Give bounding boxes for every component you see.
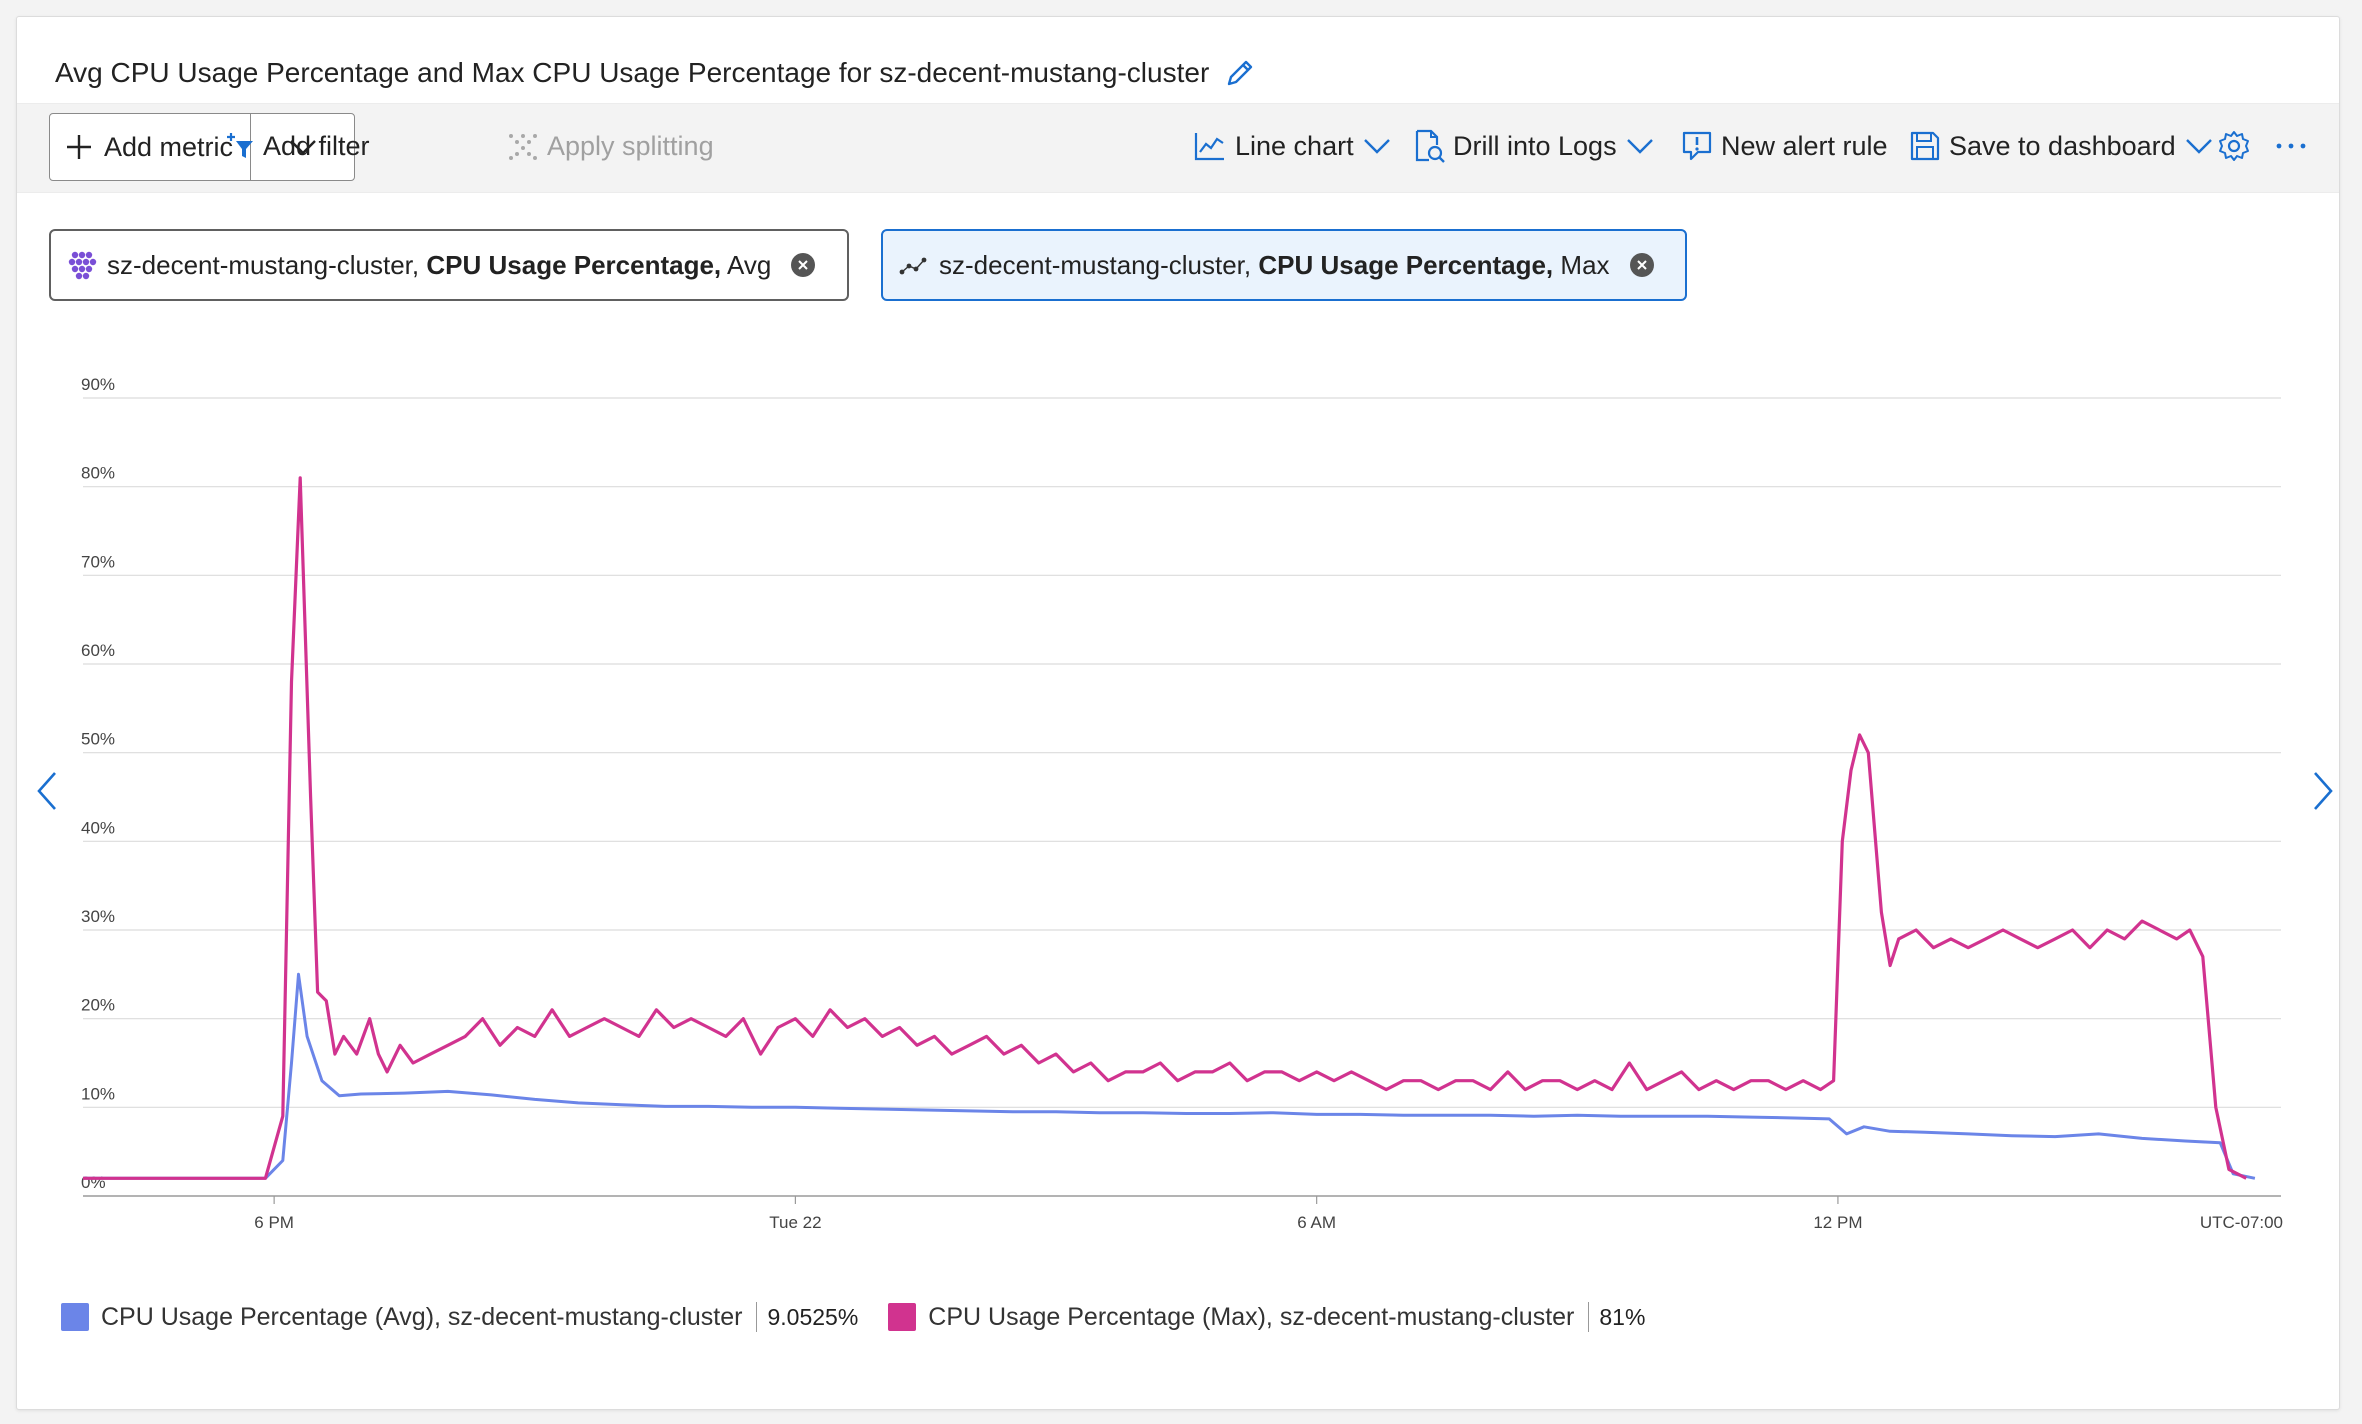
legend-swatch-max — [888, 1303, 917, 1331]
metric-pill-max[interactable]: sz-decent-mustang-cluster, CPU Usage Per… — [881, 229, 1687, 301]
legend-item-max[interactable]: CPU Usage Percentage (Max), sz-decent-mu… — [888, 1302, 1675, 1332]
x-tick-label: 12 PM — [1813, 1213, 1862, 1232]
chevron-right-icon[interactable] — [2307, 769, 2337, 813]
chart-title: Avg CPU Usage Percentage and Max CPU Usa… — [55, 57, 1210, 88]
metric-pill-text: sz-decent-mustang-cluster, CPU Usage Per… — [107, 249, 772, 280]
x-tick-label: Tue 22 — [769, 1213, 821, 1232]
y-tick-label: 40% — [81, 818, 115, 837]
ellipsis-icon — [2276, 143, 2306, 149]
y-tick-label: 10% — [81, 1084, 115, 1103]
y-tick-label: 20% — [81, 996, 115, 1015]
chevron-down-icon — [2185, 139, 2212, 154]
chart-toolbar: Add metric Add filter Apply splitting Li… — [17, 103, 2339, 193]
x-tick-label: 6 PM — [254, 1213, 294, 1232]
plus-icon — [67, 135, 91, 159]
drill-into-logs-button[interactable]: Drill into Logs — [1413, 113, 1655, 179]
metric-pill-text: sz-decent-mustang-cluster, CPU Usage Per… — [939, 249, 1610, 280]
chevron-down-icon — [1626, 139, 1653, 154]
line-chart-label: Line chart — [1235, 130, 1354, 161]
add-metric-button[interactable]: Add metric — [50, 114, 251, 180]
legend-label: CPU Usage Percentage (Avg), sz-decent-mu… — [101, 1302, 743, 1331]
legend-swatch-avg — [61, 1303, 89, 1331]
filter-plus-icon — [227, 133, 253, 158]
save-to-dashboard-label: Save to dashboard — [1949, 130, 2176, 161]
new-alert-rule-button[interactable]: New alert rule — [1681, 113, 1888, 179]
y-tick-label: 90% — [81, 375, 115, 394]
more-options-button[interactable] — [2275, 113, 2307, 179]
chart-legend: CPU Usage Percentage (Avg), sz-decent-mu… — [61, 1297, 1675, 1337]
x-tick-label: 6 AM — [1297, 1213, 1336, 1232]
legend-value: 81% — [1599, 1303, 1646, 1330]
close-icon[interactable] — [1629, 253, 1654, 277]
chart-title-row: Avg CPU Usage Percentage and Max CPU Usa… — [55, 51, 1257, 95]
legend-divider — [1588, 1302, 1590, 1332]
logs-icon — [1415, 129, 1445, 163]
gear-icon — [2219, 131, 2249, 161]
splitting-icon — [509, 134, 537, 160]
legend-divider — [756, 1302, 758, 1332]
pencil-icon[interactable] — [1223, 56, 1257, 90]
add-metric-split-button: Add metric — [49, 113, 355, 181]
timezone-label: UTC-07:00 — [2200, 1213, 2283, 1232]
close-icon[interactable] — [791, 253, 816, 277]
series-line-avg — [83, 972, 2256, 1180]
apply-splitting-label: Apply splitting — [547, 130, 714, 161]
series-line-max — [83, 476, 2247, 1180]
drill-into-logs-label: Drill into Logs — [1453, 130, 1617, 161]
legend-item-avg[interactable]: CPU Usage Percentage (Avg), sz-decent-mu… — [61, 1302, 888, 1332]
y-tick-label: 0% — [81, 1173, 106, 1192]
save-to-dashboard-button[interactable]: Save to dashboard — [1909, 113, 2214, 179]
chevron-left-icon[interactable] — [33, 769, 63, 813]
legend-value: 9.0525% — [767, 1303, 859, 1330]
add-metric-dropdown[interactable] — [251, 114, 354, 180]
metrics-chart-card: Avg CPU Usage Percentage and Max CPU Usa… — [16, 16, 2340, 1410]
cluster-icon — [68, 251, 97, 280]
y-tick-label: 50% — [81, 730, 115, 749]
save-icon — [1910, 131, 1940, 161]
y-tick-label: 70% — [81, 552, 115, 571]
y-tick-label: 80% — [81, 464, 115, 483]
y-tick-label: 30% — [81, 907, 115, 926]
line-chart: 0% 10% 20% 30% 40% 50% 60% 70% 80% 90% 6 PM Tue 22… — [81, 375, 2283, 1232]
metric-pill-avg[interactable]: sz-decent-mustang-cluster, CPU Usage Per… — [49, 229, 849, 301]
alert-icon — [1682, 131, 1712, 161]
chevron-down-icon — [289, 140, 316, 155]
add-metric-label: Add metric — [104, 131, 234, 162]
add-filter-label: Add filter — [263, 130, 370, 161]
line-chart-icon — [1194, 133, 1224, 161]
legend-label: CPU Usage Percentage (Max), sz-decent-mu… — [928, 1302, 1575, 1331]
y-tick-label: 60% — [81, 641, 115, 660]
settings-button[interactable] — [2217, 113, 2251, 179]
line-chart-button[interactable]: Line chart — [1193, 113, 1392, 179]
add-filter-button[interactable]: Add filter — [225, 113, 370, 179]
new-alert-rule-label: New alert rule — [1721, 130, 1888, 161]
line-trend-icon — [899, 257, 927, 275]
chevron-down-icon — [1363, 139, 1390, 154]
apply-splitting-button[interactable]: Apply splitting — [507, 113, 714, 179]
